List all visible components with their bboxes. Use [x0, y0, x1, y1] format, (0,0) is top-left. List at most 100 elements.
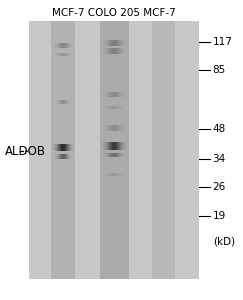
Bar [101, 48, 102, 53]
Bar [114, 40, 115, 46]
Bar [104, 48, 105, 53]
Bar [102, 92, 103, 98]
Bar [119, 92, 120, 98]
Bar [110, 125, 111, 131]
Bar [124, 173, 125, 176]
Bar [121, 153, 122, 158]
Bar [119, 142, 120, 150]
Bar [59, 154, 60, 159]
Bar [112, 48, 113, 53]
Bar [105, 106, 106, 109]
Bar [113, 40, 114, 46]
Bar [64, 53, 65, 56]
Bar [72, 43, 73, 48]
Bar [60, 154, 61, 159]
Bar [61, 43, 62, 48]
Bar [124, 40, 125, 46]
Bar [63, 53, 64, 56]
Bar [122, 173, 123, 176]
Bar [121, 142, 122, 150]
Bar [113, 125, 114, 131]
Bar [104, 106, 105, 109]
Bar [57, 144, 58, 151]
Bar [69, 53, 70, 56]
Bar [64, 144, 65, 151]
Bar [70, 53, 71, 56]
Bar [58, 53, 59, 56]
Bar [126, 142, 127, 150]
Bar [105, 92, 106, 98]
Bar [54, 154, 55, 159]
Bar [58, 144, 59, 151]
Bar [119, 173, 120, 176]
Bar [62, 43, 63, 48]
Bar [110, 173, 111, 176]
Bar [102, 153, 103, 158]
Bar [64, 154, 65, 159]
Bar [60, 43, 61, 48]
Bar [61, 154, 62, 159]
Bar [66, 144, 67, 151]
Bar [110, 106, 111, 109]
Bar [113, 153, 114, 158]
Bar [121, 48, 122, 53]
Text: 85: 85 [213, 65, 226, 75]
Bar [117, 153, 118, 158]
Bar [106, 48, 107, 53]
Bar [117, 142, 118, 150]
Bar [60, 53, 61, 56]
Bar [109, 173, 110, 176]
Bar [56, 100, 57, 104]
Bar [117, 40, 118, 46]
Text: 19: 19 [213, 211, 226, 221]
Bar [120, 125, 121, 131]
Bar [65, 154, 66, 159]
Bar [120, 173, 121, 176]
Bar [29, 21, 199, 279]
Bar [62, 100, 63, 104]
Bar [118, 106, 119, 109]
Bar [121, 106, 122, 109]
Bar [71, 53, 72, 56]
Bar [110, 153, 111, 158]
Bar [53, 43, 54, 48]
Bar [110, 48, 111, 53]
Bar [111, 92, 112, 98]
Bar [120, 48, 121, 53]
Bar [124, 92, 125, 98]
Bar [123, 142, 124, 150]
Bar [113, 106, 114, 109]
Bar [62, 154, 63, 159]
Bar [112, 125, 113, 131]
Text: (kD): (kD) [213, 237, 235, 247]
Bar [60, 144, 61, 151]
Bar [115, 92, 116, 98]
Bar [124, 125, 125, 131]
Bar [67, 144, 68, 151]
Bar [110, 40, 111, 46]
Bar [58, 100, 59, 104]
Bar [108, 92, 109, 98]
Bar [126, 40, 127, 46]
Bar [52, 144, 53, 151]
Bar [122, 153, 123, 158]
Bar [107, 92, 108, 98]
Bar [120, 142, 121, 150]
Bar [119, 125, 120, 131]
Bar [125, 40, 126, 46]
Bar [123, 40, 124, 46]
Bar [119, 40, 120, 46]
Bar [106, 142, 107, 150]
Bar [115, 48, 116, 53]
Bar [109, 92, 110, 98]
Bar [105, 40, 106, 46]
Bar [101, 40, 102, 46]
Bar [121, 92, 122, 98]
Bar [107, 173, 108, 176]
Bar [102, 40, 103, 46]
Bar [53, 144, 54, 151]
Bar [60, 100, 61, 104]
Bar [118, 125, 119, 131]
Bar [123, 48, 124, 53]
Bar [112, 106, 113, 109]
